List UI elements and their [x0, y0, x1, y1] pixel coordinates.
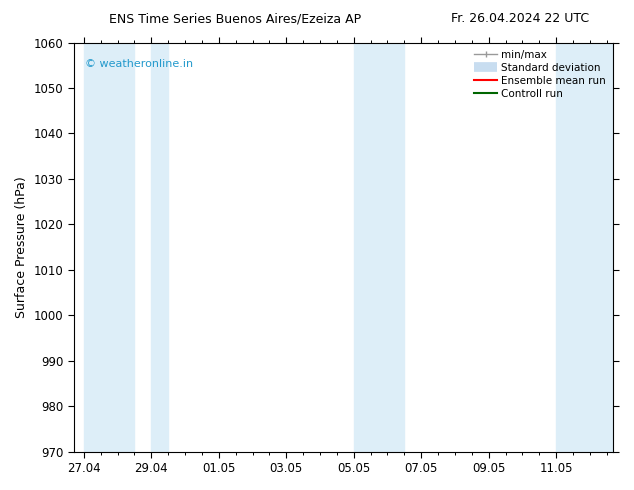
Bar [556, 43, 614, 452]
Text: © weatheronline.in: © weatheronline.in [84, 59, 193, 69]
Bar [354, 43, 404, 452]
Y-axis label: Surface Pressure (hPa): Surface Pressure (hPa) [15, 176, 28, 318]
Bar [152, 43, 168, 452]
Text: Fr. 26.04.2024 22 UTC: Fr. 26.04.2024 22 UTC [451, 12, 589, 25]
Legend: min/max, Standard deviation, Ensemble mean run, Controll run: min/max, Standard deviation, Ensemble me… [472, 48, 608, 101]
Bar [84, 43, 134, 452]
Text: ENS Time Series Buenos Aires/Ezeiza AP: ENS Time Series Buenos Aires/Ezeiza AP [108, 12, 361, 25]
